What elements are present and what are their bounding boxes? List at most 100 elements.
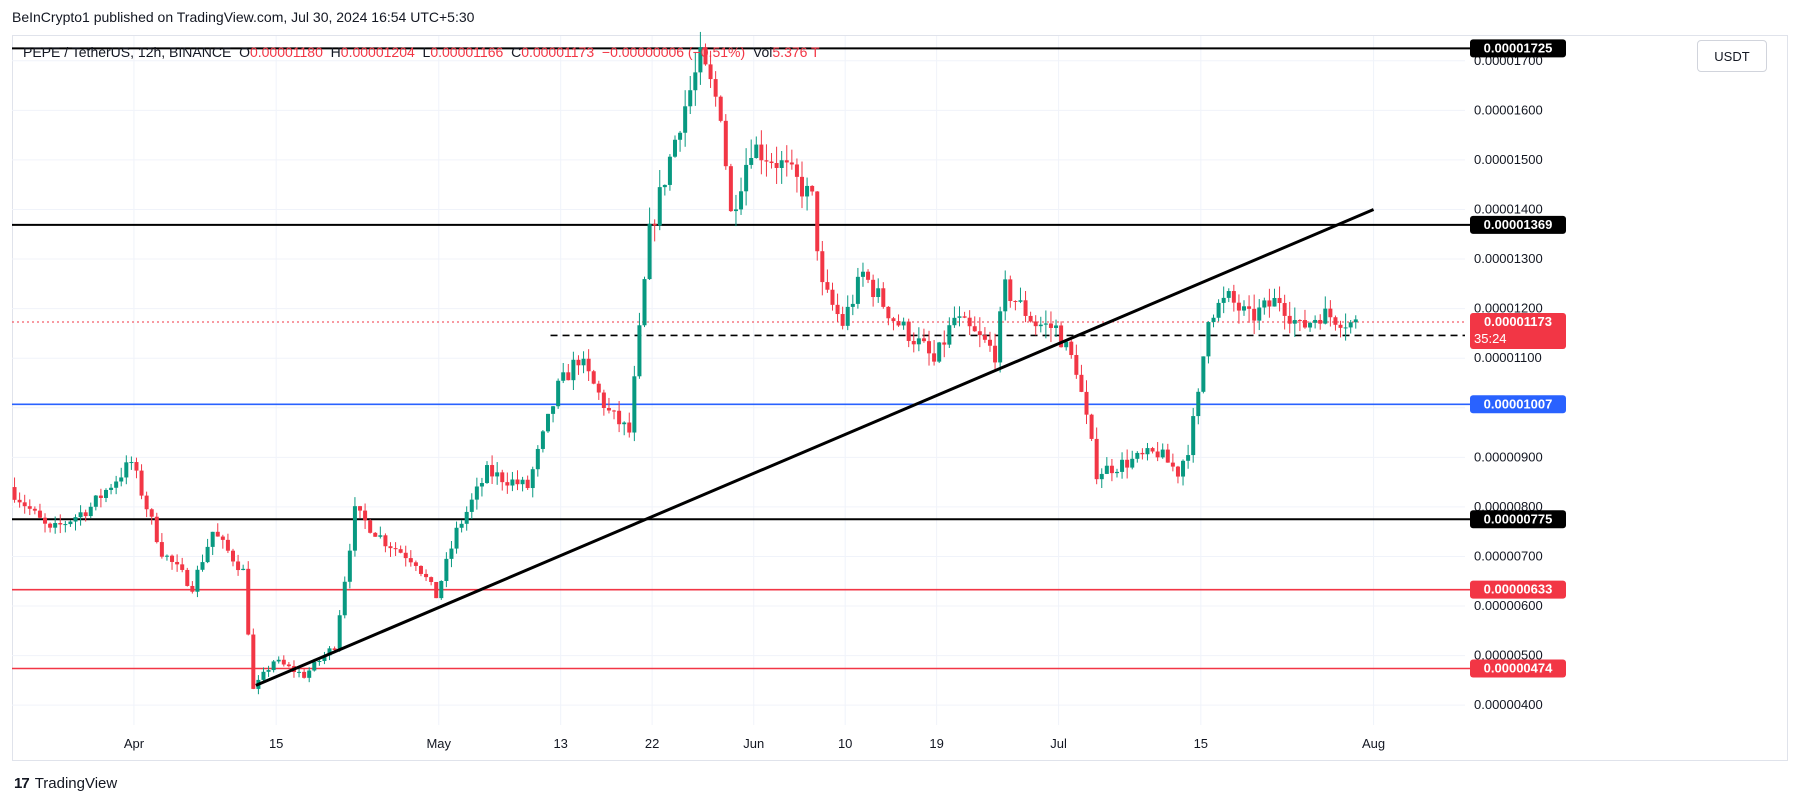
level-label-text: 0.00001369 (1484, 217, 1553, 232)
candle-body (911, 340, 916, 345)
candle-body (114, 481, 119, 488)
level-label-text: 0.00001007 (1484, 396, 1553, 411)
candle-body (378, 535, 383, 537)
candle-body (617, 410, 622, 425)
candle-body (586, 358, 591, 372)
candle-body (830, 289, 835, 305)
candle-body (225, 539, 230, 551)
y-tick-label: 0.00001200 (1474, 301, 1543, 316)
x-tick-label: 15 (269, 736, 283, 751)
candle-body (444, 558, 449, 581)
y-tick-label: 0.00000400 (1474, 697, 1543, 712)
candle-body (515, 479, 520, 485)
close-value: 0.00001173 (521, 44, 595, 60)
close-label: C (511, 44, 522, 60)
candle-body (368, 520, 373, 533)
candle-body (1231, 291, 1236, 303)
candle-body (175, 561, 180, 565)
candle-body (500, 472, 505, 483)
candle-body (154, 516, 159, 543)
currency-button[interactable]: USDT (1697, 40, 1767, 72)
candle-body (200, 562, 205, 570)
candle-body (124, 462, 129, 478)
candle-body (352, 506, 357, 551)
candle-body (850, 303, 855, 307)
candle-body (109, 487, 114, 490)
candle-body (103, 489, 108, 498)
candle-body (1348, 322, 1353, 328)
candle-body (22, 502, 27, 507)
candle-body (27, 506, 32, 509)
candle-body (749, 158, 754, 165)
candle-body (1186, 455, 1191, 461)
candle-body (220, 536, 225, 540)
candle-body (449, 548, 454, 559)
candle-body (596, 383, 601, 393)
candle-body (505, 482, 510, 486)
candle-body (12, 487, 17, 500)
grid (12, 36, 1465, 725)
candle-body (932, 353, 937, 362)
x-tick-label: 10 (838, 736, 852, 751)
candle-body (164, 555, 169, 557)
candle-body (698, 47, 703, 73)
candle-body (78, 512, 83, 518)
candle-body (1059, 325, 1064, 348)
candle-body (144, 495, 149, 510)
candle-body (723, 120, 728, 167)
brand-name: TradingView (34, 775, 118, 792)
candle-body (307, 670, 312, 678)
y-tick-label: 0.00001100 (1474, 350, 1542, 365)
candle-body (180, 564, 185, 570)
candle-body (1308, 322, 1313, 328)
candle-body (241, 568, 246, 571)
candle-body (251, 634, 256, 689)
candle-body (1272, 297, 1277, 307)
candle-body (347, 550, 352, 582)
x-tick-label: 19 (929, 736, 943, 751)
level-label-bg (1470, 659, 1566, 678)
x-tick-label: Aug (1362, 736, 1385, 751)
candle-body (1242, 306, 1247, 311)
candle-body (642, 279, 647, 326)
candle-body (1165, 449, 1170, 463)
candle-body (195, 569, 200, 592)
candle-body (1313, 319, 1318, 323)
candle-body (987, 339, 992, 346)
candle-body (606, 407, 611, 411)
candle-body (815, 191, 820, 252)
candle-body (855, 276, 860, 304)
candle-body (1181, 460, 1186, 477)
price-axis: 0.00000400 0.00000500 0.00000600 0.00000700… (1474, 53, 1543, 712)
candle-body (479, 483, 484, 487)
candle-body (327, 648, 332, 656)
candle-body (622, 422, 627, 425)
candle-body (1008, 279, 1013, 302)
x-tick-label: 22 (645, 736, 659, 751)
candle-body (1109, 465, 1114, 474)
candle-body (845, 306, 850, 326)
candle-body (977, 331, 982, 336)
candle-body (1211, 317, 1216, 323)
candle-body (744, 164, 749, 192)
level-label-text: 0.00000633 (1484, 582, 1553, 597)
published-line: BeInCrypto1 published on TradingView.com… (12, 9, 475, 25)
candle-body (1120, 459, 1125, 472)
candle-body (556, 380, 561, 407)
candle-body (83, 512, 88, 517)
candle-body (916, 338, 921, 345)
footer-brand[interactable]: 17 TradingView (14, 775, 117, 792)
x-tick-label: 13 (553, 736, 567, 751)
candle-body (520, 479, 525, 485)
candle-body (388, 546, 393, 549)
candle-body (1155, 451, 1160, 458)
candle-body (159, 542, 164, 557)
candle-body (612, 410, 617, 412)
candle-body (576, 359, 581, 366)
x-tick-label: Apr (124, 736, 145, 751)
candle-body (286, 664, 291, 667)
candle-body (688, 90, 693, 107)
candle-body (678, 132, 683, 140)
y-tick-label: 0.00000500 (1474, 648, 1543, 663)
